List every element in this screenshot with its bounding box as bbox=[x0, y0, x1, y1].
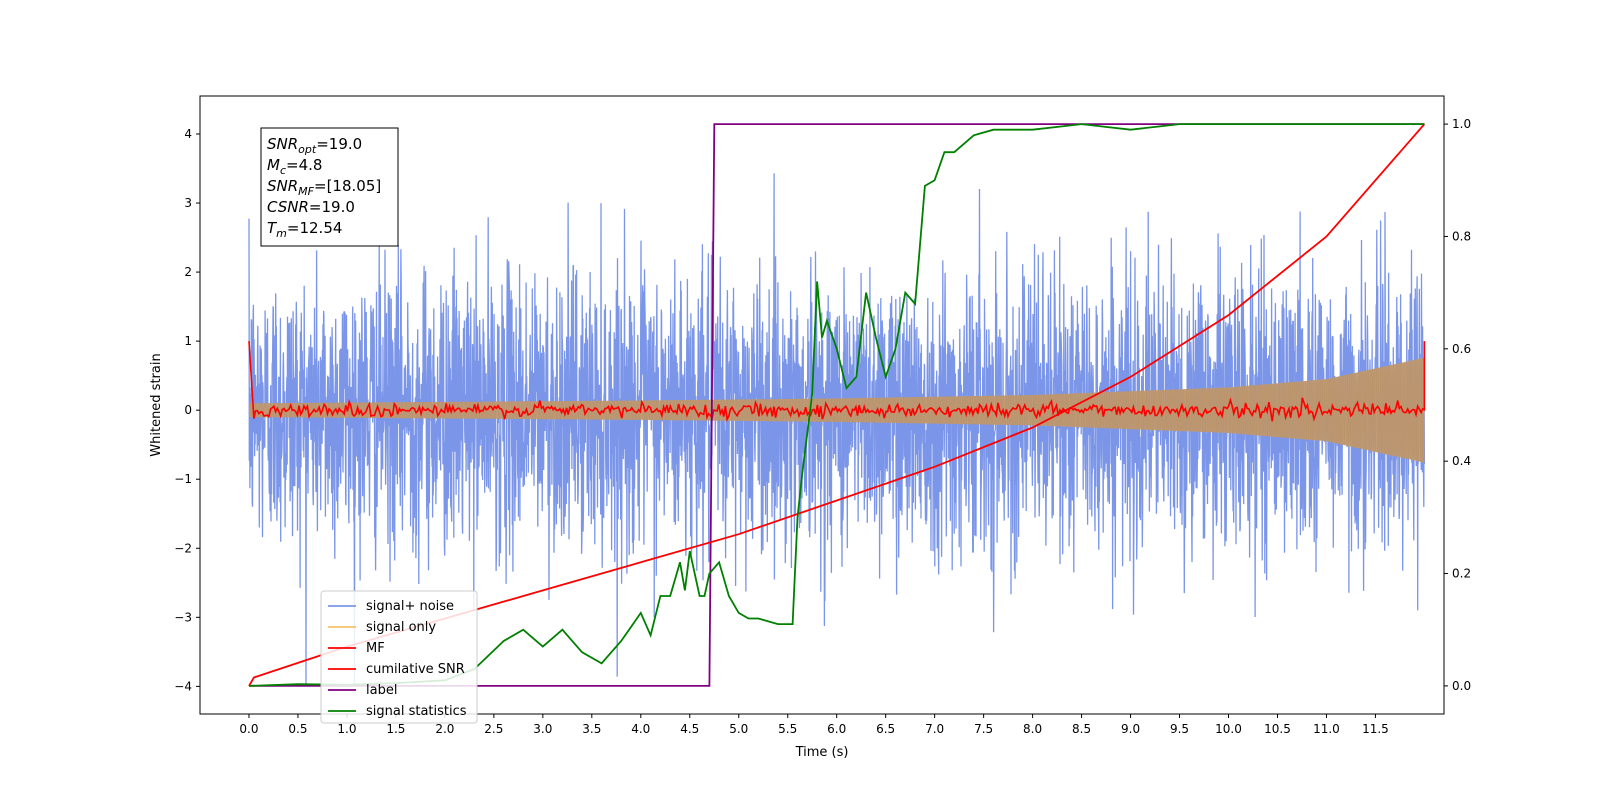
annotation-line: SNRMF=[18.05] bbox=[267, 177, 381, 198]
y-right-tick-label: 0.4 bbox=[1452, 454, 1471, 468]
x-tick-label: 4.0 bbox=[631, 722, 650, 736]
y-right-tick-label: 0.6 bbox=[1452, 342, 1471, 356]
series-signal-statistics bbox=[248, 123, 1425, 687]
y-tick-label: −1 bbox=[174, 472, 192, 486]
x-tick-label: 2.0 bbox=[435, 722, 454, 736]
legend-entry: signal only bbox=[328, 620, 436, 635]
legend-entry: cumilative SNR bbox=[328, 662, 465, 677]
y-axis-label: Whitened strain bbox=[149, 353, 164, 456]
y-tick-label: 0 bbox=[184, 403, 192, 417]
x-tick-label: 7.0 bbox=[925, 722, 944, 736]
y-tick-label: 4 bbox=[184, 127, 192, 141]
x-tick-label: 5.5 bbox=[778, 722, 797, 736]
x-tick-label: 1.5 bbox=[386, 722, 405, 736]
x-tick-label: 4.5 bbox=[680, 722, 699, 736]
x-tick-label: 10.0 bbox=[1215, 722, 1242, 736]
y-right-tick-label: 1.0 bbox=[1452, 117, 1471, 131]
series-label bbox=[249, 123, 1425, 687]
x-tick-label: 8.5 bbox=[1072, 722, 1091, 736]
annotation-line: SNRopt=19.0 bbox=[267, 135, 362, 156]
y-tick-label: 1 bbox=[184, 334, 192, 348]
y-tick-label: −3 bbox=[174, 610, 192, 624]
x-tick-label: 11.0 bbox=[1313, 722, 1340, 736]
y-tick-label: −2 bbox=[174, 541, 192, 555]
x-tick-label: 3.5 bbox=[582, 722, 601, 736]
legend-entry: label bbox=[328, 683, 397, 698]
legend-label: signal statistics bbox=[366, 704, 467, 719]
legend-entry: signal+ noise bbox=[328, 599, 454, 614]
legend-label: label bbox=[366, 683, 397, 698]
x-tick-label: 5.0 bbox=[729, 722, 748, 736]
y-right-tick-label: 0.8 bbox=[1452, 229, 1471, 243]
x-tick-label: 6.0 bbox=[827, 722, 846, 736]
x-tick-label: 0.0 bbox=[239, 722, 258, 736]
y-tick-label: 3 bbox=[184, 196, 192, 210]
legend-label: signal+ noise bbox=[366, 599, 454, 614]
legend: signal+ noise signal only MF cumilative SNR… bbox=[320, 590, 478, 724]
y-tick-label: 2 bbox=[184, 265, 192, 279]
series-signal-only-oscillation bbox=[248, 358, 1425, 462]
x-axis: 0.0 0.5 1.0 1.5 2.0 2.5 3.0 3.5 4.0 4.5 5.0 5.5 6.0 6… bbox=[239, 714, 1389, 736]
y-axis-right: 1.0 0.8 0.6 0.4 0.2 0.0 bbox=[1444, 117, 1471, 693]
legend-frame bbox=[320, 590, 478, 724]
x-tick-label: 11.5 bbox=[1362, 722, 1389, 736]
x-tick-label: 3.0 bbox=[533, 722, 552, 736]
x-tick-label: 9.0 bbox=[1121, 722, 1140, 736]
plot-frame bbox=[199, 95, 1445, 715]
x-tick-label: 10.5 bbox=[1264, 722, 1291, 736]
y-tick-label: −4 bbox=[174, 679, 192, 693]
legend-entry: signal statistics bbox=[328, 704, 467, 719]
annotation-line: Mc=4.8 bbox=[267, 156, 322, 177]
annotation-line: CSNR=19.0 bbox=[267, 198, 355, 216]
legend-label: cumilative SNR bbox=[366, 662, 465, 677]
series-mf bbox=[248, 341, 1426, 422]
annotation-frame bbox=[260, 127, 399, 247]
x-tick-label: 1.0 bbox=[337, 722, 356, 736]
y-right-tick-label: 0.0 bbox=[1452, 679, 1471, 693]
x-axis-label: Time (s) bbox=[795, 745, 849, 760]
annotation-line: Tm=12.54 bbox=[267, 219, 342, 240]
y-right-tick-label: 0.2 bbox=[1452, 567, 1471, 581]
x-tick-label: 9.5 bbox=[1170, 722, 1189, 736]
x-tick-label: 0.5 bbox=[288, 722, 307, 736]
y-axis-left: 4 3 2 1 0 −1 −2 −3 −4 bbox=[174, 127, 200, 693]
x-tick-label: 6.5 bbox=[876, 722, 895, 736]
x-tick-label: 8.0 bbox=[1023, 722, 1042, 736]
series-layer bbox=[248, 123, 1426, 687]
x-tick-label: 7.5 bbox=[974, 722, 993, 736]
legend-label: signal only bbox=[366, 620, 436, 635]
legend-label: MF bbox=[366, 641, 385, 656]
legend-entry: MF bbox=[328, 641, 385, 656]
x-tick-label: 2.5 bbox=[484, 722, 503, 736]
